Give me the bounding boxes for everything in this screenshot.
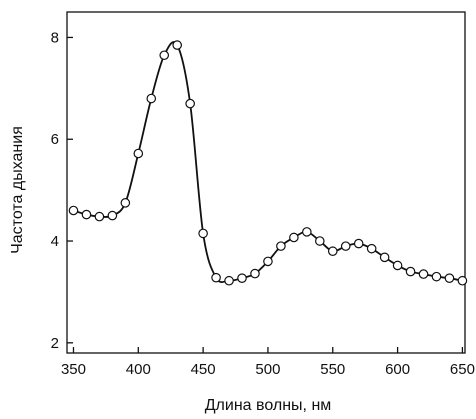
y-axis-ticks: 2 4 6 8 bbox=[51, 29, 73, 352]
y-tick-label: 4 bbox=[51, 233, 59, 250]
x-tick-label: 550 bbox=[320, 361, 345, 378]
data-point bbox=[146, 93, 157, 104]
data-point bbox=[94, 211, 105, 222]
data-point bbox=[224, 275, 234, 286]
y-tick-label: 6 bbox=[51, 131, 59, 148]
plot-border bbox=[66, 11, 466, 354]
data-point bbox=[211, 272, 221, 283]
data-point bbox=[120, 198, 131, 208]
data-point bbox=[81, 209, 92, 220]
x-tick-label: 600 bbox=[385, 361, 410, 378]
data-point bbox=[405, 266, 416, 277]
x-tick-label: 500 bbox=[255, 361, 280, 378]
marker-layer bbox=[68, 40, 468, 286]
y-axis-label: Частота дыхания bbox=[9, 126, 26, 254]
x-tick-label: 650 bbox=[450, 361, 475, 378]
data-point bbox=[68, 205, 79, 216]
data-point bbox=[315, 236, 325, 246]
data-point bbox=[392, 260, 403, 271]
data-point bbox=[276, 241, 286, 251]
data-point bbox=[172, 40, 182, 50]
data-point bbox=[289, 232, 299, 243]
data-point bbox=[159, 50, 170, 61]
data-point bbox=[366, 243, 377, 254]
data-point bbox=[198, 228, 208, 239]
data-point bbox=[431, 271, 442, 282]
data-point bbox=[418, 269, 429, 279]
series-line bbox=[73, 41, 463, 284]
x-tick-label: 450 bbox=[191, 361, 216, 378]
y-tick-label: 2 bbox=[51, 335, 59, 352]
x-axis-ticks: 350 400 450 500 550 600 650 bbox=[61, 347, 475, 378]
x-axis-label: Длина волны, нм bbox=[205, 397, 332, 414]
data-point bbox=[340, 241, 351, 251]
x-tick-label: 400 bbox=[126, 361, 151, 378]
data-point bbox=[185, 98, 195, 109]
data-point bbox=[250, 268, 260, 279]
data-point bbox=[263, 256, 273, 267]
x-tick-label: 350 bbox=[61, 361, 86, 378]
data-point bbox=[302, 227, 312, 237]
plot-frame bbox=[66, 11, 466, 354]
data-point bbox=[379, 252, 390, 263]
data-point bbox=[237, 273, 247, 283]
y-tick-label: 8 bbox=[51, 29, 59, 46]
data-point bbox=[327, 246, 338, 257]
series-layer bbox=[73, 41, 463, 284]
data-point bbox=[353, 238, 364, 249]
data-point bbox=[133, 148, 144, 159]
data-point bbox=[457, 275, 468, 286]
data-point bbox=[444, 273, 455, 283]
data-point bbox=[107, 210, 118, 221]
